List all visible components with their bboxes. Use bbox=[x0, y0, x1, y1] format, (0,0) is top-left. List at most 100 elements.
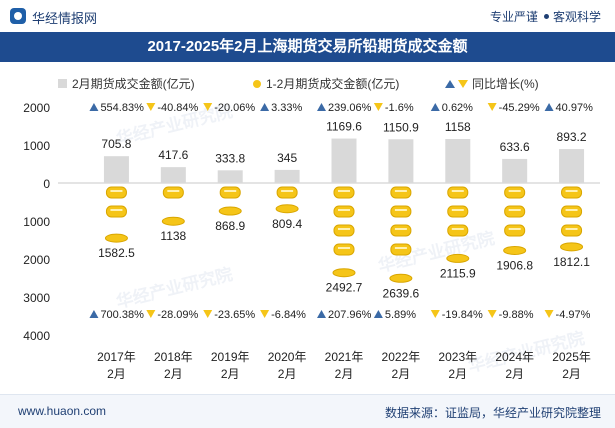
logo-text: 华经情报网 bbox=[32, 11, 98, 26]
x-tick-label-month: 2月 bbox=[448, 367, 467, 381]
growth-up-icon bbox=[317, 103, 326, 111]
ytd-coin-bar bbox=[218, 186, 242, 216]
coin-icon bbox=[162, 186, 184, 199]
growth-down-icon bbox=[373, 103, 383, 111]
growth-feb-label: -20.06% bbox=[214, 102, 255, 114]
ytd-coin-bar bbox=[104, 186, 128, 243]
x-tick-label-year: 2020年 bbox=[268, 350, 307, 364]
growth-ytd-label: -28.09% bbox=[157, 309, 198, 321]
growth-down-icon bbox=[203, 310, 213, 318]
x-tick-label-month: 2月 bbox=[164, 367, 183, 381]
ytd-value-label: 1906.8 bbox=[496, 258, 533, 272]
coin-shine bbox=[224, 190, 237, 192]
y-tick-label: 2000 bbox=[23, 101, 50, 115]
x-tick-label-month: 2月 bbox=[107, 367, 126, 381]
feb-bar bbox=[103, 156, 129, 183]
growth-ytd-label: -9.88% bbox=[499, 309, 534, 321]
coin-shine bbox=[394, 247, 407, 249]
slogan: 专业严谨 客观科学 bbox=[490, 8, 601, 25]
growth-feb-label: 554.83% bbox=[100, 102, 144, 114]
coin-icon bbox=[504, 186, 526, 199]
coin-shine bbox=[451, 209, 464, 211]
x-tick-label-year: 2025年 bbox=[552, 350, 591, 364]
growth-feb-label: -40.84% bbox=[157, 102, 198, 114]
growth-feb-label: 0.62% bbox=[442, 102, 473, 114]
growth-ytd-label: -23.65% bbox=[214, 309, 255, 321]
coin-shine bbox=[565, 209, 578, 211]
growth-up-icon bbox=[317, 310, 326, 318]
growth-down-icon bbox=[203, 103, 213, 111]
x-tick-label-year: 2017年 bbox=[97, 350, 136, 364]
coin-icon bbox=[390, 186, 412, 199]
legend-triangle-down-icon bbox=[458, 80, 468, 88]
ytd-coin-bar bbox=[389, 186, 413, 283]
watermark-text: 华经产业研究院 bbox=[114, 264, 234, 312]
growth-down-icon bbox=[487, 103, 497, 111]
feb-bar bbox=[160, 167, 186, 183]
slogan-b: 客观科学 bbox=[552, 10, 601, 24]
coin-pile-icon bbox=[503, 245, 527, 255]
ytd-value-label: 2115.9 bbox=[440, 266, 476, 280]
coin-shine bbox=[167, 190, 180, 192]
growth-feb-label: 3.33% bbox=[271, 102, 302, 114]
growth-down-icon bbox=[146, 103, 156, 111]
coin-shine bbox=[508, 209, 521, 211]
coin-icon bbox=[333, 186, 355, 199]
coin-shine bbox=[565, 190, 578, 192]
feb-value-label: 893.2 bbox=[557, 130, 587, 144]
coin-pile-icon bbox=[275, 204, 299, 214]
footer-source: 数据来源：证监局，华经产业研究院整理 bbox=[384, 406, 601, 420]
coin-icon bbox=[447, 224, 469, 237]
feb-bar bbox=[274, 169, 300, 183]
ytd-value-label: 809.4 bbox=[272, 217, 302, 231]
feb-bar bbox=[331, 138, 357, 183]
coin-shine bbox=[394, 190, 407, 192]
growth-feb-label: 40.97% bbox=[556, 102, 594, 114]
ytd-value-label: 2639.6 bbox=[383, 286, 420, 300]
growth-up-icon bbox=[430, 103, 440, 111]
x-tick-label-month: 2月 bbox=[392, 367, 411, 381]
x-tick-label-month: 2月 bbox=[221, 367, 240, 381]
coin-icon bbox=[561, 186, 583, 199]
coin-shine bbox=[110, 209, 123, 211]
growth-ytd-label: -4.97% bbox=[556, 309, 591, 321]
growth-up-icon bbox=[373, 310, 383, 318]
coin-icon bbox=[390, 224, 412, 237]
y-tick-label: 1000 bbox=[23, 139, 50, 153]
ytd-value-label: 1812.1 bbox=[553, 255, 590, 269]
growth-down-icon bbox=[146, 310, 156, 318]
growth-feb-label: -1.6% bbox=[385, 102, 414, 114]
coin-icon bbox=[333, 224, 355, 237]
coin-icon bbox=[504, 205, 526, 218]
coin-icon bbox=[561, 205, 583, 218]
coin-icon bbox=[105, 205, 127, 218]
coin-shine bbox=[508, 228, 521, 230]
coin-pile-icon bbox=[389, 273, 413, 283]
feb-value-label: 1150.9 bbox=[383, 120, 419, 134]
coin-icon bbox=[276, 186, 298, 199]
growth-ytd-label: -6.84% bbox=[271, 309, 306, 321]
legend-label-ytd: 1-2月期货成交金额(亿元) bbox=[266, 76, 399, 91]
ytd-coin-bar bbox=[332, 186, 356, 278]
coin-shine bbox=[338, 209, 350, 211]
growth-up-icon bbox=[89, 103, 99, 111]
coin-icon bbox=[561, 224, 583, 237]
feb-value-label: 633.6 bbox=[500, 140, 530, 154]
growth-ytd-label: 700.38% bbox=[100, 309, 144, 321]
coin-icon bbox=[333, 243, 355, 256]
x-tick-label-year: 2018年 bbox=[154, 350, 193, 364]
ytd-value-label: 868.9 bbox=[215, 219, 245, 233]
feb-value-label: 333.8 bbox=[215, 151, 245, 165]
coin-icon bbox=[333, 205, 355, 218]
feb-bar bbox=[445, 138, 471, 183]
top-bar: 华经情报网 专业严谨 客观科学 bbox=[0, 0, 615, 33]
coin-pile-icon bbox=[161, 216, 185, 226]
coin-icon bbox=[390, 205, 412, 218]
growth-feb-label: 239.06% bbox=[328, 102, 372, 114]
coin-shine bbox=[508, 190, 521, 192]
x-tick-label-year: 2023年 bbox=[438, 350, 477, 364]
ytd-coin-bar bbox=[275, 186, 299, 214]
coin-pile-icon bbox=[560, 242, 584, 252]
coin-icon bbox=[447, 186, 469, 199]
